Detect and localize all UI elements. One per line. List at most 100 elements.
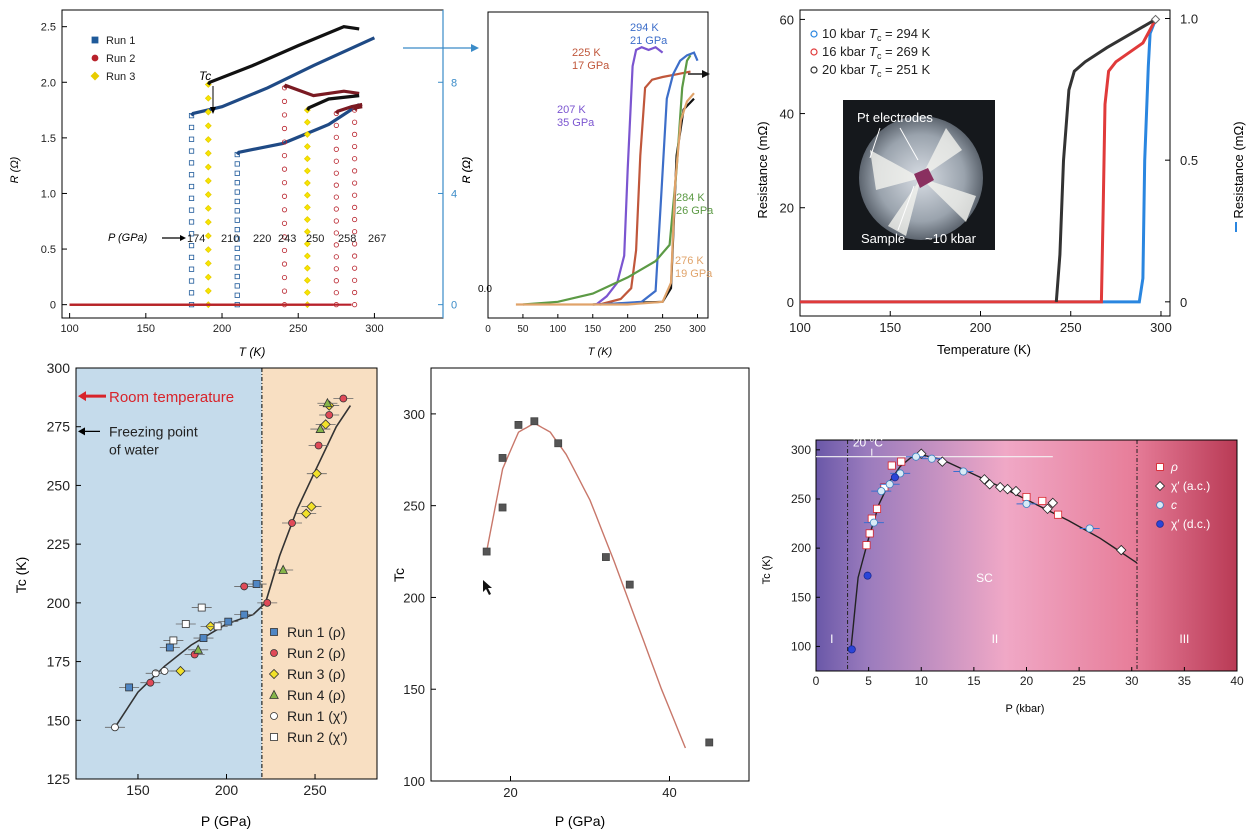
- panel-a-plot: 100 150 200 250 300 0 0.5 1.0 1.5 2.0 2.5 0 4 8 Run 1 R…: [41, 9, 479, 335]
- panel-a-series-marker: [234, 283, 240, 289]
- panel-a-series-marker: [352, 241, 358, 247]
- panel-a-series-marker: [188, 195, 195, 201]
- panel-f-data-point: [1010, 485, 1022, 497]
- panel-f-sc-label: SC: [976, 571, 993, 585]
- panel-a-series-marker: [333, 290, 339, 296]
- panel-a-series-marker: [234, 161, 240, 167]
- panel-e-data-point: [554, 439, 563, 448]
- panel-a-series-marker: [333, 254, 339, 260]
- panel-a-pressure-value: 210: [221, 233, 239, 245]
- panel-b-series-label: 294 K: [630, 22, 659, 34]
- panel-d-data-point: [224, 617, 233, 626]
- panel-c-series-line: [800, 18, 1157, 304]
- panel-b-series-label: 207 K: [557, 104, 586, 116]
- panel-a-y-tick-label: 2.0: [41, 77, 56, 89]
- panel-d-y-tick-label: 275: [47, 419, 71, 435]
- panel-a-series-marker: [281, 261, 288, 267]
- panel-e-y-tick-label: 100: [403, 774, 425, 789]
- panel-b-y-zero-label: 0.0: [478, 284, 492, 295]
- panel-d-data-point: [322, 397, 333, 408]
- panel-d-data-point: [288, 519, 296, 527]
- panel-f-data-point: [869, 518, 878, 527]
- panel-a-series-marker: [234, 273, 240, 280]
- panel-a-series-marker: [234, 245, 240, 251]
- panel-a-pressure-value: 258: [338, 233, 356, 245]
- panel-a-series-marker: [303, 216, 311, 223]
- panel-e-fit-curve: [485, 422, 687, 749]
- panel-c-x-tick-label: 200: [970, 320, 992, 335]
- panel-f-data-point: [979, 474, 990, 485]
- panel-a-series-marker: [234, 217, 240, 223]
- panel-a-series-marker: [333, 242, 339, 248]
- panel-f-legend-label: χ′ (d.c.): [1171, 517, 1210, 531]
- panel-a-x-label: T (K): [239, 345, 266, 359]
- panel-f-data-point: [887, 461, 896, 470]
- panel-a-series-marker: [303, 179, 311, 187]
- panel-b: T (K) R (Ω) 0.0: [461, 156, 613, 358]
- panel-c-legend-tc-sub: c: [877, 51, 882, 61]
- panel-a-series-marker: [281, 180, 288, 186]
- panel-e-cursor-icon: [483, 580, 492, 595]
- panel-a-y2-tick-label: 8: [451, 77, 457, 89]
- panel-c: Temperature (K) Resistance (mΩ) Resistan…: [755, 121, 1246, 357]
- panel-f-x-tick-label: 30: [1125, 674, 1139, 688]
- panel-a-series-marker: [188, 136, 195, 142]
- panel-f-room-label: 20 °C: [853, 436, 883, 450]
- panel-c-y-tick-label: 20: [780, 201, 794, 216]
- panel-b-series-line: [522, 54, 692, 306]
- panel-c-inset-photo: Pt electrodes Sample ~10 kbar: [843, 100, 995, 250]
- panel-c-x-tick-label: 100: [789, 320, 811, 335]
- panel-a-series-marker: [281, 112, 288, 118]
- panel-a-series-marker: [333, 266, 339, 272]
- panel-a-series-marker: [188, 278, 195, 284]
- panel-b-series-label: 276 K: [675, 255, 704, 267]
- panel-b-frame: [487, 11, 709, 319]
- panel-c-y2-label: Resistance (mΩ): [1231, 121, 1246, 218]
- panel-a-x-tick-label: 200: [213, 323, 231, 335]
- panel-a-series-marker: [352, 265, 358, 271]
- panel-b-series-label: 35 GPa: [557, 117, 595, 129]
- panel-f-data-point: [1022, 499, 1031, 508]
- panel-a-pressure-value: 267: [368, 233, 386, 245]
- panel-e-x-tick-label: 40: [662, 785, 676, 800]
- panel-d-data-point: [311, 468, 322, 479]
- panel-c-legend-marker: [810, 66, 818, 74]
- panel-f-y-tick-label: 200: [791, 541, 811, 555]
- panel-a-pressure-value: 250: [306, 233, 324, 245]
- panel-e-y-tick-label: 200: [403, 590, 425, 605]
- panel-a-series-marker: [303, 118, 311, 126]
- panel-d-region-left: [76, 368, 262, 779]
- panel-a-series-normal: [206, 25, 360, 86]
- panel-e-data-point: [705, 738, 714, 747]
- panel-f-legend-marker: [1155, 481, 1165, 491]
- panel-e-data-point: [530, 417, 539, 426]
- panel-c-y-tick-label: 60: [780, 12, 794, 27]
- panel-a: T (K) R (Ω) R (Ω) P (GPa) Tc: [9, 69, 473, 359]
- panel-d-legend-marker: [269, 689, 279, 699]
- panel-f-x-tick-label: 5: [865, 674, 872, 688]
- panel-a-series-marker: [281, 139, 288, 145]
- panel-a-series-marker: [188, 266, 195, 272]
- panel-a-legend-marker: [91, 36, 99, 44]
- panel-f-data-point: [885, 480, 894, 489]
- panel-f-legend-marker: [1156, 520, 1164, 528]
- panel-e-frame: [430, 367, 750, 782]
- panel-d-data-point: [325, 411, 334, 419]
- panel-a-axis-arrow-head: [471, 44, 479, 52]
- panel-f-legend-marker: [1156, 501, 1164, 509]
- panel-f-data-point: [863, 571, 872, 580]
- panel-a-pressure-label: P (GPa): [108, 232, 148, 244]
- panel-b-x-tick-label: 250: [654, 324, 671, 335]
- panel-a-series-marker: [303, 155, 311, 163]
- panel-a-series-marker: [281, 274, 288, 281]
- panel-f-x-tick-label: 35: [1178, 674, 1192, 688]
- panel-a-series-marker: [333, 206, 339, 212]
- panel-f-data-point: [847, 645, 856, 654]
- panel-e-y-tick-label: 250: [403, 499, 425, 514]
- panel-a-series-marker: [352, 253, 358, 259]
- panel-f-data-point: [896, 469, 905, 478]
- panel-d-data-point: [111, 723, 119, 732]
- panel-b-y-label: R (Ω): [461, 156, 473, 183]
